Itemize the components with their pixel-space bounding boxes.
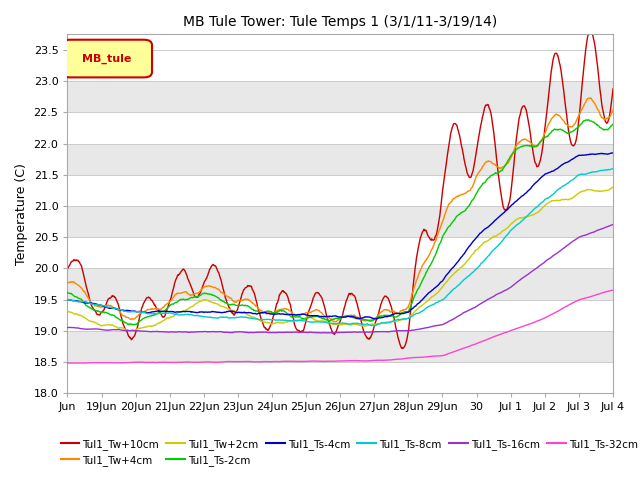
- Bar: [67, 50, 613, 81]
- Bar: [67, 300, 613, 331]
- Bar: [67, 144, 613, 175]
- Text: MB_tule: MB_tule: [82, 53, 131, 63]
- Bar: [67, 237, 613, 268]
- Bar: [67, 206, 613, 237]
- Bar: [67, 81, 613, 112]
- Legend: Tul1_Tw+10cm, Tul1_Tw+4cm, Tul1_Tw+2cm, Tul1_Ts-2cm, Tul1_Ts-4cm, Tul1_Ts-8cm, T: Tul1_Tw+10cm, Tul1_Tw+4cm, Tul1_Tw+2cm, …: [56, 434, 640, 470]
- Bar: [67, 331, 613, 362]
- Y-axis label: Temperature (C): Temperature (C): [15, 163, 28, 264]
- Bar: [67, 362, 613, 393]
- Bar: [67, 175, 613, 206]
- Title: MB Tule Tower: Tule Temps 1 (3/1/11-3/19/14): MB Tule Tower: Tule Temps 1 (3/1/11-3/19…: [183, 15, 497, 29]
- FancyBboxPatch shape: [62, 40, 152, 77]
- Bar: [67, 112, 613, 144]
- Bar: [67, 268, 613, 300]
